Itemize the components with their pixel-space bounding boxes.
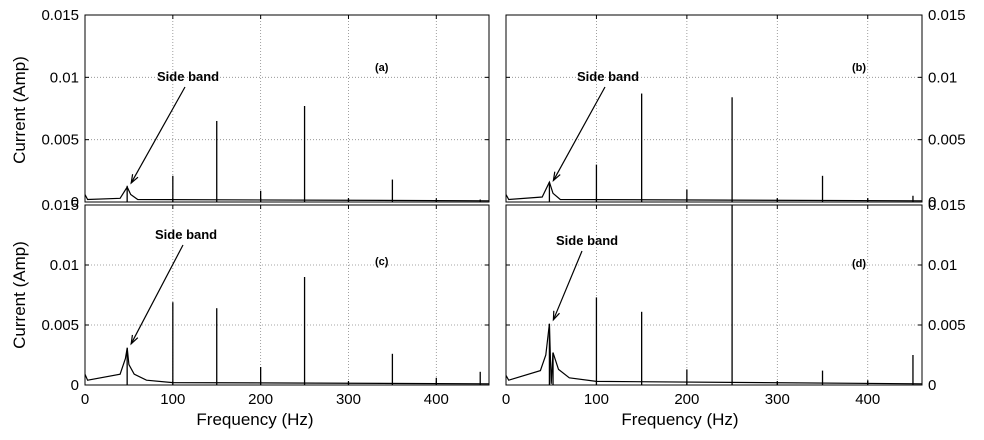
panel-label: (d) [852,258,866,270]
x-tick-label: 300 [336,391,361,408]
spectrum-baseline [505,323,923,385]
y-tick-label: 0.015 [41,7,79,24]
side-band-annotation: Side band [157,69,219,84]
y-tick-label: 0 [71,377,79,394]
y-tick-label: 0.01 [928,257,957,274]
xlabel-right: Frequency (Hz) [621,410,738,429]
y-tick-label: 0.01 [50,257,79,274]
x-tick-label: 0 [502,391,510,408]
y-tick-label: 0 [928,194,936,211]
panel-label: (b) [852,62,866,74]
y-tick-label: 0.015 [928,197,966,214]
annotation-arrow [552,86,606,181]
panel-frame [84,204,490,386]
x-tick-label: 300 [765,391,790,408]
y-tick-label: 0.01 [928,69,957,86]
spectrum-baseline [84,347,490,385]
panel-0: 0 0.005 0.01 0.015 (a) Side band [41,7,490,211]
panel-frame [505,14,923,203]
side-band-annotation: Side band [155,227,217,242]
ylabel-bottom: Current (Amp) [10,241,29,349]
panel-label: (a) [375,62,389,74]
y-tick-label: 0 [928,377,936,394]
annotation-arrowhead [130,174,139,185]
annotation-arrow [130,244,184,345]
panel-frame [84,14,490,203]
x-tick-label: 400 [424,391,449,408]
spectrum-baseline [505,180,923,202]
annotation-arrowhead [552,171,561,183]
xlabel-left: Frequency (Hz) [196,410,313,429]
x-tick-label: 400 [855,391,880,408]
annotation-arrowhead [552,310,560,322]
x-tick-label: 100 [160,391,185,408]
panel-label: (c) [375,256,389,268]
x-tick-label: 200 [248,391,273,408]
annotation-arrow [130,86,186,184]
y-tick-label: 0.015 [928,7,966,24]
panel-frame [505,204,923,386]
side-band-annotation: Side band [577,69,639,84]
y-tick-label: 0.005 [928,317,966,334]
y-tick-label: 0.015 [41,197,79,214]
annotation-arrowhead [130,334,139,346]
x-tick-label: 100 [584,391,609,408]
x-tick-label: 200 [674,391,699,408]
spectrum-baseline [84,185,490,202]
ylabel-top: Current (Amp) [10,56,29,164]
annotation-arrow [552,250,583,321]
panel-1: 0 0.005 0.01 0.015 (b) Side band [505,7,966,211]
y-tick-label: 0.005 [41,132,79,149]
y-tick-label: 0.005 [928,132,966,149]
side-band-annotation: Side band [556,233,618,248]
y-tick-label: 0.005 [41,317,79,334]
y-tick-label: 0 [71,194,79,211]
x-tick-label: 0 [81,391,89,408]
y-tick-label: 0.01 [50,69,79,86]
